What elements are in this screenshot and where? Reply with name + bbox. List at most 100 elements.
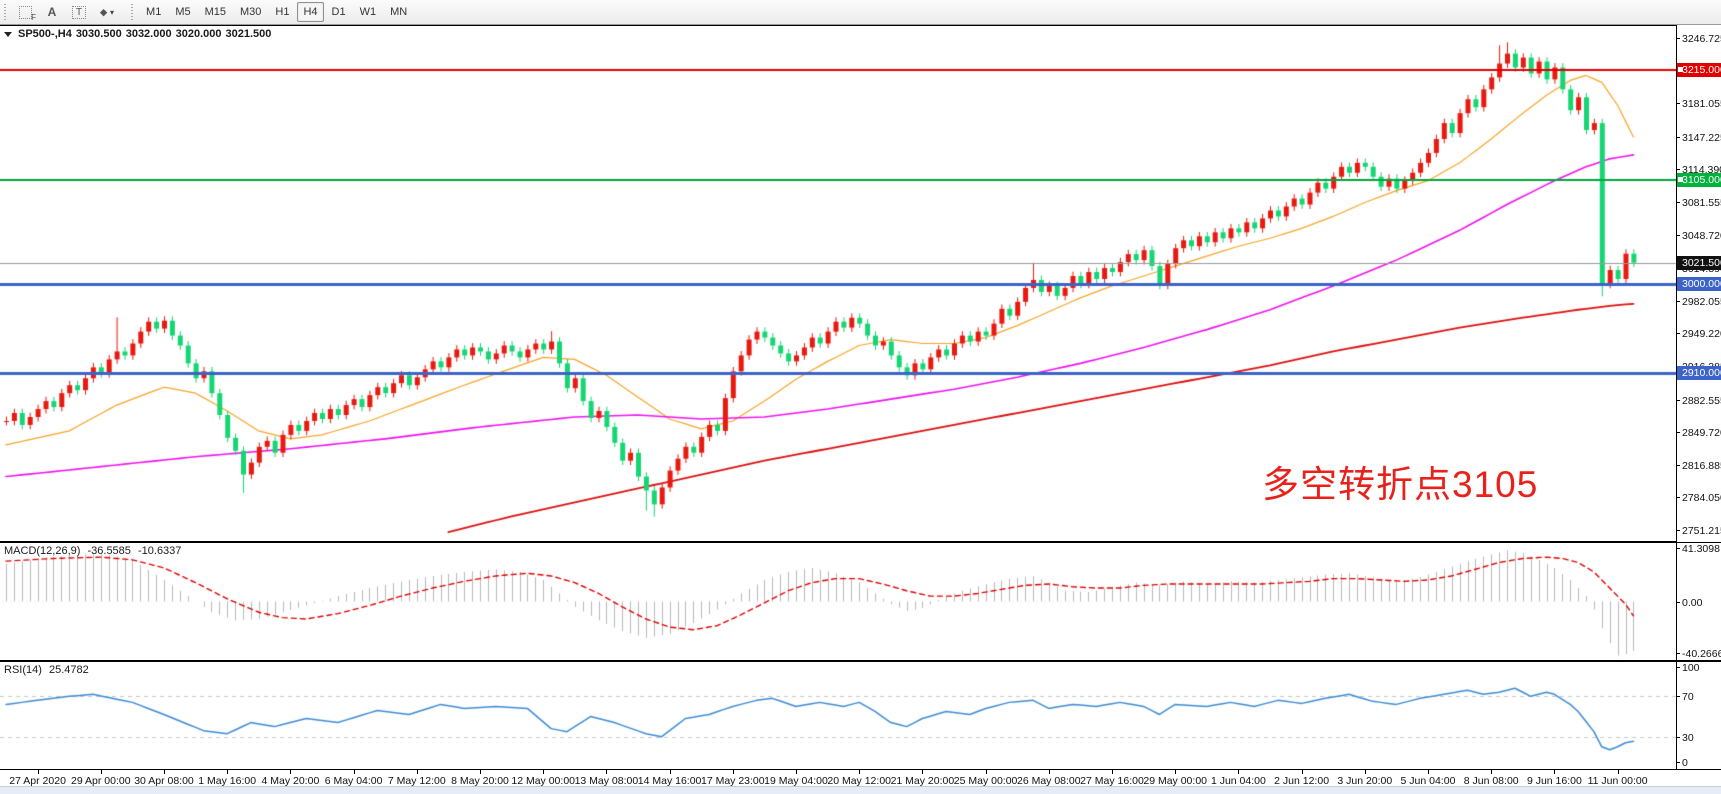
time-tick-label: 8 Jun 08:00 <box>1463 775 1519 787</box>
time-tick-label: 19 May 04:00 <box>764 775 828 787</box>
price-chart-canvas[interactable] <box>0 26 1676 541</box>
time-tick <box>1554 770 1556 774</box>
rsi-scale-label: 30 <box>1677 732 1721 744</box>
toolbar: F A T ◆ ▾ M1 M5 M15 M30 H1 H4 D1 W1 MN <box>0 0 1721 25</box>
chart-annotation-text[interactable]: 多空转折点3105 <box>1262 464 1539 505</box>
time-tick <box>543 770 545 774</box>
chart-open-value: 3030.500 <box>75 28 122 40</box>
time-tick-label: 20 May 12:00 <box>827 775 892 787</box>
time-tick <box>1301 770 1303 774</box>
time-tick-label: 12 May 00:00 <box>511 775 576 787</box>
symbol-dropdown-icon[interactable] <box>4 31 12 37</box>
text-label-icon: T <box>72 5 87 19</box>
time-tick-label: 1 May 16:00 <box>198 775 257 787</box>
timeframe-button-m1[interactable]: M1 <box>146 6 162 18</box>
dropdown-caret-icon[interactable]: ▾ <box>110 7 115 17</box>
timeframe-button-h1[interactable]: H1 <box>275 6 290 18</box>
price-tick-label: 3147.225 <box>1677 132 1721 144</box>
price-tick-label: 2849.720 <box>1677 427 1721 439</box>
price-line-label[interactable]: 2910.000 <box>1677 366 1721 381</box>
time-tick <box>1048 770 1050 774</box>
price-tick-label: 2949.220 <box>1677 328 1721 340</box>
time-tick-label: 27 May 16:00 <box>1080 775 1144 787</box>
price-chart-pane: SP500-,H4 3030.500 3032.000 3020.000 302… <box>0 25 1676 542</box>
chart-header[interactable]: SP500-,H4 3030.500 3032.000 3020.000 302… <box>4 28 275 40</box>
arrows-tool-button[interactable]: ◆ ▾ <box>94 2 120 22</box>
time-tick-label: 6 May 04:00 <box>324 775 383 787</box>
time-tick <box>606 770 608 774</box>
time-tick <box>353 770 355 774</box>
line-drag-marker[interactable] <box>1678 67 1683 73</box>
timeframe-button-m15[interactable]: M15 <box>204 6 227 18</box>
time-tick <box>1364 770 1366 774</box>
time-tick-label: 30 Apr 08:00 <box>134 775 194 787</box>
text-label-tool-button[interactable]: T <box>66 2 92 22</box>
price-line-label[interactable]: 3215.000 <box>1677 63 1721 78</box>
price-tick-label: 2816.885 <box>1677 460 1721 472</box>
time-tick <box>859 770 861 774</box>
price-tick-label: 3048.720 <box>1677 230 1721 242</box>
timeframe-toolbar-grip[interactable] <box>129 3 137 21</box>
macd-canvas[interactable] <box>0 543 1676 660</box>
time-tick <box>732 770 734 774</box>
timeframe-button-m5[interactable]: M5 <box>175 6 191 18</box>
macd-scale[interactable]: 41.3098 0.00 -40.2666 <box>1676 542 1721 661</box>
time-tick <box>290 770 292 774</box>
time-tick <box>480 770 481 774</box>
chart-high-value: 3032.000 <box>125 28 172 40</box>
timeframe-button-d1[interactable]: D1 <box>331 6 346 18</box>
text-icon: A <box>47 5 57 19</box>
time-tick <box>37 770 39 774</box>
price-tick-label: 2882.555 <box>1677 395 1721 407</box>
time-tick <box>922 770 924 774</box>
time-tick-label: 29 Apr 00:00 <box>71 775 131 787</box>
macd-scale-label: 41.3098 <box>1677 543 1721 555</box>
time-tick-label: 8 May 20:00 <box>451 775 509 787</box>
rsi-scale[interactable]: 100 70 30 0 <box>1676 661 1721 770</box>
drawing-tools-group: F A T ◆ ▾ <box>12 2 121 22</box>
line-studies-icon: F <box>19 5 36 22</box>
price-tick-label: 3081.555 <box>1677 197 1721 209</box>
price-line-label[interactable]: 3021.500 <box>1677 255 1721 270</box>
time-tick-label: 3 Jun 20:00 <box>1337 775 1393 787</box>
toolbar-grip[interactable] <box>2 3 9 21</box>
time-tick <box>100 770 102 774</box>
price-tick-label: 3181.055 <box>1677 98 1721 110</box>
macd-main-value: -36.5585 <box>87 545 131 557</box>
chart-symbol-timeframe: SP500-,H4 <box>18 28 72 40</box>
rsi-name: RSI(14) <box>4 664 42 676</box>
timeframe-button-mn[interactable]: MN <box>390 6 408 18</box>
rsi-label: RSI(14) 25.4782 <box>4 664 93 676</box>
time-tick-label: 27 Apr 2020 <box>9 775 66 787</box>
macd-indicator-pane: MACD(12,26,9) -36.5585 -10.6337 <box>0 542 1676 661</box>
price-line-label[interactable]: 3000.000 <box>1677 276 1721 291</box>
price-line-label[interactable]: 3105.000 <box>1677 172 1721 187</box>
timeframe-button-h4[interactable]: H4 <box>297 2 324 22</box>
macd-scale-label: 0.00 <box>1677 597 1721 609</box>
line-studies-tool-button[interactable]: F <box>13 2 38 22</box>
time-tick <box>164 770 165 774</box>
time-tick-label: 25 May 00:00 <box>953 775 1018 787</box>
price-tick-label: 2784.050 <box>1677 492 1721 504</box>
line-drag-marker[interactable] <box>1678 176 1683 182</box>
macd-scale-label: -40.2666 <box>1677 648 1721 660</box>
macd-label: MACD(12,26,9) -36.5585 -10.6337 <box>4 545 185 557</box>
time-tick-label: 4 May 20:00 <box>261 775 320 787</box>
chart-low-value: 3020.000 <box>175 28 222 40</box>
macd-name: MACD(12,26,9) <box>4 545 81 557</box>
price-tick-label: 2982.055 <box>1677 296 1721 308</box>
timeframe-button-m30[interactable]: M30 <box>240 6 262 18</box>
rsi-canvas[interactable] <box>0 662 1676 769</box>
price-scale[interactable]: 3246.7253181.0553147.2253114.3903081.555… <box>1676 25 1721 542</box>
time-tick-label: 5 Jun 04:00 <box>1400 775 1456 787</box>
time-tick <box>1491 770 1493 774</box>
price-tick-label: 2751.215 <box>1677 525 1721 537</box>
time-tick <box>1428 770 1429 774</box>
rsi-indicator-pane: RSI(14) 25.4782 <box>0 661 1676 770</box>
text-tool-button[interactable]: A <box>40 2 64 22</box>
time-tick-label: 17 May 23:00 <box>700 775 765 787</box>
time-tick <box>669 770 671 774</box>
timeframe-button-w1[interactable]: W1 <box>359 6 377 18</box>
macd-signal-value: -10.6337 <box>137 545 182 557</box>
